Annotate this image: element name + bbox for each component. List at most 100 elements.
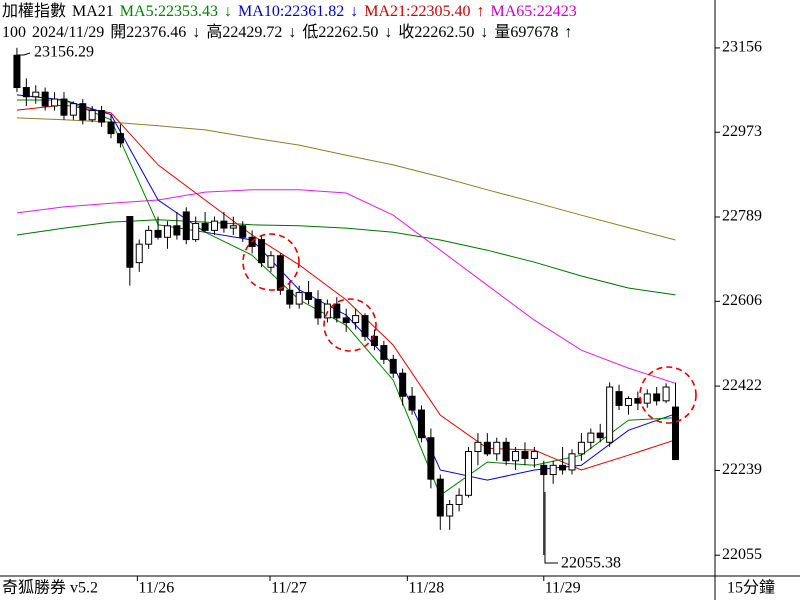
candle-body — [173, 225, 181, 236]
y-tick-label: 22239 — [722, 461, 762, 478]
y-tick-label: 22422 — [722, 377, 762, 394]
plot-area — [13, 47, 679, 556]
x-tick-label: 11/26 — [138, 580, 174, 597]
candle-body — [135, 243, 143, 264]
candle-body — [465, 451, 473, 496]
annotation: 22055.38 — [561, 555, 621, 572]
candle-body — [446, 504, 454, 517]
header-item: MA21 — [72, 3, 114, 20]
header-item: ↓ — [384, 24, 392, 41]
candle-body — [653, 393, 661, 402]
candle-body — [60, 98, 68, 116]
candle-body — [436, 478, 444, 517]
candle-body — [192, 222, 200, 241]
candle-body — [286, 289, 294, 305]
candle-body — [577, 441, 585, 455]
candle-body — [258, 239, 266, 264]
header-item: MA5:22353.43 — [120, 3, 218, 20]
candle-body — [587, 432, 595, 443]
header-item: 開22376.46 — [110, 24, 186, 41]
candle-body — [116, 133, 124, 144]
x-tick-label: 11/28 — [408, 580, 444, 597]
candle-body — [211, 220, 218, 231]
header-item: MA10:22361.82 — [238, 3, 344, 20]
candle-body — [41, 91, 49, 107]
highlight-circle — [242, 233, 300, 291]
candle-body — [314, 298, 322, 319]
y-tick-label: 23156 — [722, 39, 762, 56]
candle-body — [596, 432, 604, 439]
candle-body — [662, 386, 670, 402]
candle-body — [427, 437, 435, 480]
candle-body — [568, 453, 576, 471]
candle-body — [399, 372, 407, 397]
candle-body — [13, 54, 21, 89]
candle-body — [145, 229, 153, 245]
header-item: 100 — [2, 24, 26, 41]
moving-average-line — [16, 189, 676, 384]
candle-body — [69, 103, 77, 116]
candle-body — [493, 441, 501, 455]
header-item: 2024/11/29 — [32, 24, 104, 41]
moving-average-line — [16, 104, 676, 471]
period-label: 15分鐘 — [727, 579, 775, 597]
candle-body — [276, 255, 284, 291]
candle-body — [483, 441, 491, 455]
candle-body — [220, 220, 228, 229]
header-item: ↓ — [350, 3, 358, 20]
candle-body — [389, 358, 397, 374]
candle-body — [549, 464, 557, 476]
header-item: 量697678 — [494, 24, 558, 41]
candle-body — [417, 409, 425, 439]
highlight-circles — [242, 233, 697, 424]
y-tick-label: 22973 — [722, 123, 762, 140]
candle-body — [352, 315, 360, 324]
candle-body — [474, 441, 482, 453]
candle-body — [624, 398, 632, 406]
candle-body — [408, 395, 416, 411]
candle-body — [22, 87, 30, 98]
candle-body — [370, 335, 378, 347]
candle-body — [267, 255, 275, 268]
header-item: ↓ — [192, 24, 200, 41]
candle-body — [154, 229, 162, 238]
software-name: 奇狐勝券 v5.2 — [2, 579, 98, 597]
header-item: 加權指數 — [2, 2, 66, 20]
header-item: 低22262.50 — [302, 23, 378, 41]
candle-body — [342, 317, 350, 324]
highlight-circle — [639, 366, 697, 424]
candle-body — [51, 98, 59, 107]
header-item: ↑ — [564, 24, 572, 41]
header-row: 加權指數 MA21 MA5:22353.43 ↓ MA10:22361.82 ↓ MA21:… — [2, 2, 577, 20]
header-item: 高22429.72 — [206, 23, 282, 41]
candle-body — [79, 103, 87, 121]
candle-body — [295, 292, 303, 305]
header-item: MA21:22305.40 — [364, 3, 470, 20]
candle-body — [512, 451, 520, 462]
candle-body — [540, 464, 548, 476]
y-tick-label: 22055 — [722, 546, 762, 563]
candle-body — [88, 110, 96, 121]
candle-body — [361, 315, 369, 337]
candle-body — [32, 91, 40, 98]
candle-body — [643, 393, 651, 404]
moving-average-line — [16, 117, 676, 241]
candle-body — [126, 216, 134, 268]
candle-body — [455, 494, 463, 506]
header-item: ↓ — [480, 24, 488, 41]
x-tick-label: 11/27 — [271, 580, 307, 597]
header: 加權指數 MA21 MA5:22353.43 ↓ MA10:22361.82 ↓ MA21:… — [2, 2, 577, 41]
candle-body — [502, 441, 510, 462]
header-item: 收22262.50 — [398, 23, 474, 41]
highlight-circle — [323, 298, 377, 352]
annotation: 23156.29 — [34, 44, 94, 61]
candle-body — [530, 451, 538, 459]
candle-body — [182, 211, 190, 241]
candle-body — [229, 225, 237, 229]
candle-body — [107, 121, 115, 135]
candle-body — [98, 110, 106, 123]
candle-body — [521, 451, 529, 459]
header-item: ↑ — [477, 3, 485, 20]
candle-body — [333, 303, 341, 319]
